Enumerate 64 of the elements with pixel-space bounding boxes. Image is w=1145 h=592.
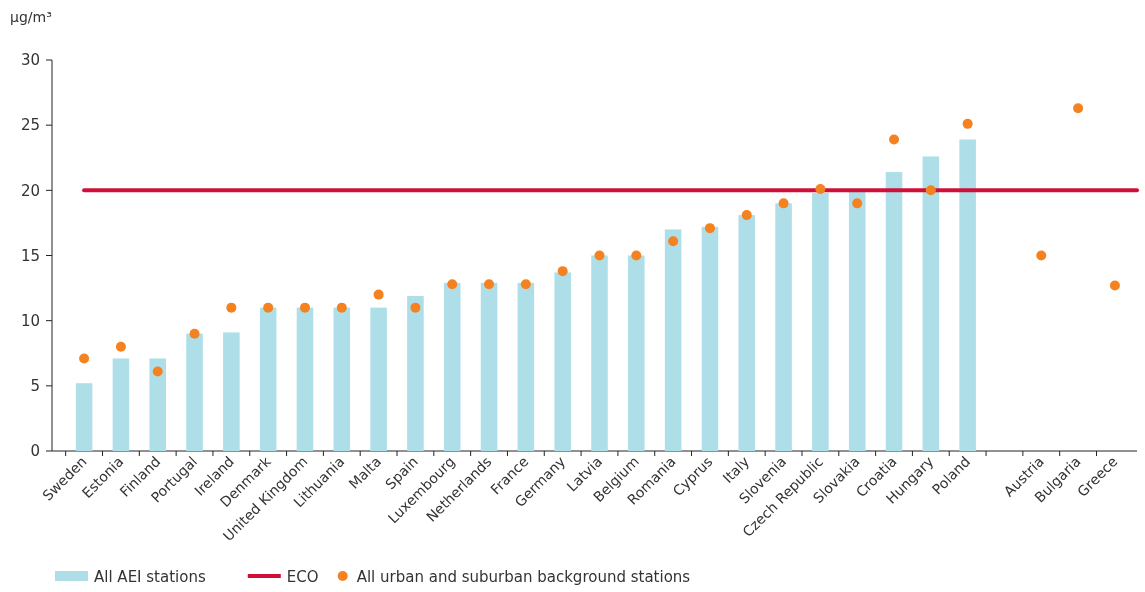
bar (407, 295, 424, 451)
bar (628, 255, 645, 451)
bar (480, 282, 498, 451)
legend-label: All AEI stations (94, 568, 206, 586)
bar (223, 332, 240, 451)
bar (186, 333, 203, 451)
y-tick-label: 5 (30, 377, 40, 396)
bar (885, 172, 903, 451)
bar (149, 358, 166, 451)
point (484, 279, 495, 290)
point (152, 366, 163, 377)
bar (775, 203, 792, 451)
y-axis-title: µg/m³ (10, 9, 52, 25)
point (852, 198, 863, 209)
bar (112, 358, 130, 451)
point (410, 302, 421, 313)
point (447, 279, 458, 290)
bar (296, 307, 314, 451)
bar (848, 191, 866, 451)
point (962, 118, 973, 129)
point (79, 353, 90, 364)
point (263, 302, 274, 313)
y-tick-label: 25 (20, 116, 40, 135)
point (557, 266, 568, 277)
bar (333, 307, 351, 451)
point (299, 302, 310, 313)
point (1073, 103, 1084, 114)
bar (517, 282, 535, 451)
point (889, 134, 900, 145)
point (594, 250, 605, 261)
y-tick-label: 0 (30, 442, 40, 461)
point (668, 236, 679, 247)
point (704, 223, 715, 234)
bar (443, 282, 461, 451)
bar (554, 272, 571, 451)
point (189, 328, 200, 339)
point (520, 279, 531, 290)
legend-label: ECO (286, 568, 319, 586)
point (778, 198, 789, 209)
point (1036, 250, 1047, 261)
point (336, 302, 347, 313)
point (373, 289, 384, 300)
bar (812, 192, 829, 451)
point (226, 302, 237, 313)
y-tick-label: 10 (20, 311, 40, 330)
point (115, 341, 126, 352)
point (631, 250, 642, 261)
bar (75, 383, 93, 451)
bar (370, 307, 387, 451)
point (1109, 280, 1120, 291)
y-tick-label: 30 (20, 51, 40, 70)
bar (591, 255, 608, 451)
point (815, 184, 826, 195)
bar (701, 226, 719, 451)
bar (259, 307, 277, 451)
y-tick-label: 20 (20, 181, 40, 200)
bar (922, 156, 940, 451)
bar (664, 229, 682, 451)
legend-label: All urban and suburban background stations (356, 568, 691, 586)
point (925, 185, 936, 196)
y-tick-label: 15 (20, 246, 40, 265)
bar (959, 139, 976, 451)
point (741, 210, 752, 221)
bar (738, 215, 756, 451)
